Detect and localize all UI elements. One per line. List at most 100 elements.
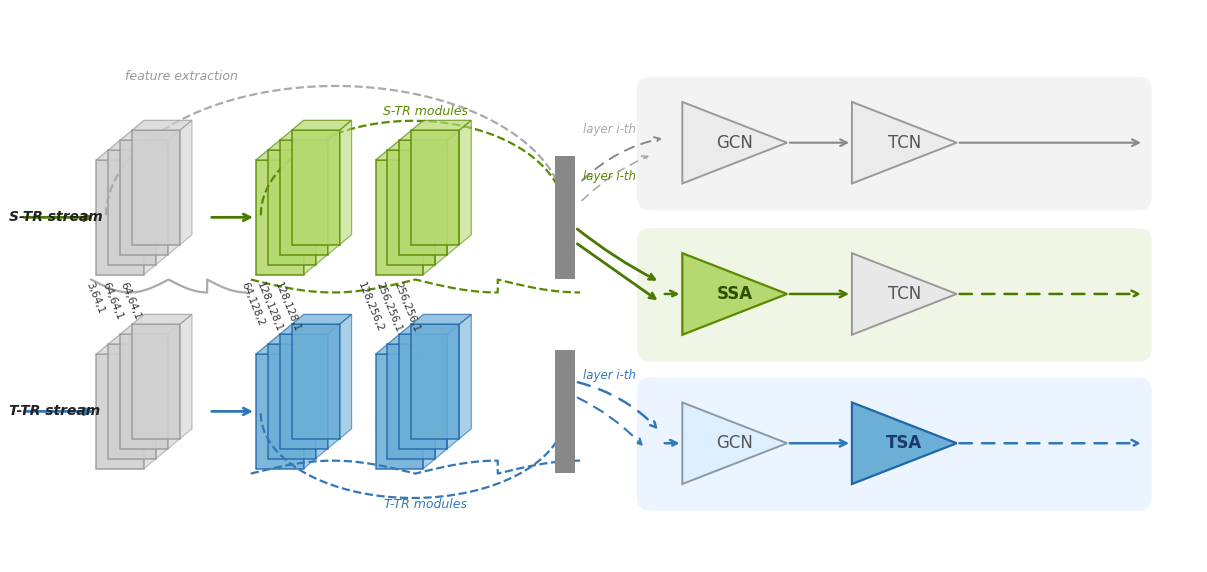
Text: 64,64,1: 64,64,1 <box>100 280 124 321</box>
Polygon shape <box>304 150 316 275</box>
Polygon shape <box>144 150 156 275</box>
Polygon shape <box>256 150 316 160</box>
Polygon shape <box>375 160 424 275</box>
Polygon shape <box>292 120 351 130</box>
Polygon shape <box>292 315 351 324</box>
Text: 256,256,1: 256,256,1 <box>392 280 421 333</box>
Polygon shape <box>375 344 436 354</box>
Polygon shape <box>304 344 316 468</box>
Polygon shape <box>460 120 471 245</box>
Text: 128,128,1: 128,128,1 <box>255 280 284 333</box>
Polygon shape <box>387 344 436 459</box>
Polygon shape <box>412 315 471 324</box>
Polygon shape <box>168 130 180 255</box>
Polygon shape <box>400 140 448 255</box>
Polygon shape <box>400 130 460 140</box>
Polygon shape <box>852 102 957 184</box>
Text: 64,64,1: 64,64,1 <box>118 280 142 321</box>
Text: feature extraction: feature extraction <box>124 70 238 83</box>
Text: 128,128,1: 128,128,1 <box>273 280 302 333</box>
Polygon shape <box>132 324 180 439</box>
Text: TCN: TCN <box>887 134 921 152</box>
Polygon shape <box>256 344 316 354</box>
Text: T-TR stream: T-TR stream <box>10 404 100 418</box>
Text: layer i-th: layer i-th <box>583 123 636 136</box>
Polygon shape <box>316 334 327 459</box>
Polygon shape <box>555 349 575 473</box>
FancyBboxPatch shape <box>637 228 1151 362</box>
Polygon shape <box>109 334 168 344</box>
Polygon shape <box>460 315 471 439</box>
Text: 3,64,1: 3,64,1 <box>84 280 106 315</box>
Text: 64,128,2: 64,128,2 <box>239 280 266 327</box>
Text: S-TR stream: S-TR stream <box>10 210 103 224</box>
Polygon shape <box>256 160 304 275</box>
Polygon shape <box>97 354 144 468</box>
Polygon shape <box>256 354 304 468</box>
Polygon shape <box>268 150 316 265</box>
Text: 128,256,2: 128,256,2 <box>356 280 385 333</box>
Polygon shape <box>375 150 436 160</box>
Polygon shape <box>339 120 351 245</box>
Polygon shape <box>121 140 168 255</box>
Text: GCN: GCN <box>716 134 753 152</box>
Text: GCN: GCN <box>716 434 753 452</box>
Polygon shape <box>387 150 436 265</box>
Polygon shape <box>375 354 424 468</box>
Polygon shape <box>682 102 787 184</box>
Polygon shape <box>268 334 327 344</box>
Polygon shape <box>97 160 144 275</box>
Polygon shape <box>280 324 339 334</box>
FancyBboxPatch shape <box>637 77 1151 210</box>
Text: TSA: TSA <box>886 434 922 452</box>
Polygon shape <box>292 130 339 245</box>
Polygon shape <box>280 140 327 255</box>
Polygon shape <box>852 403 957 484</box>
Polygon shape <box>316 140 327 265</box>
Polygon shape <box>412 120 471 130</box>
Polygon shape <box>144 344 156 468</box>
Text: 256,256,1: 256,256,1 <box>374 280 403 333</box>
Polygon shape <box>180 120 192 245</box>
Text: TCN: TCN <box>887 285 921 303</box>
Polygon shape <box>280 334 327 448</box>
Polygon shape <box>292 324 339 439</box>
Polygon shape <box>132 120 192 130</box>
Polygon shape <box>400 334 448 448</box>
Polygon shape <box>168 324 180 448</box>
Polygon shape <box>97 150 156 160</box>
Text: layer i-th: layer i-th <box>583 368 636 382</box>
Polygon shape <box>327 324 339 448</box>
Polygon shape <box>97 344 156 354</box>
FancyBboxPatch shape <box>637 378 1151 511</box>
Polygon shape <box>412 130 460 245</box>
Polygon shape <box>339 315 351 439</box>
Polygon shape <box>400 324 460 334</box>
Polygon shape <box>448 130 460 255</box>
Polygon shape <box>424 150 436 275</box>
Polygon shape <box>132 130 180 245</box>
Text: S-TR modules: S-TR modules <box>383 105 468 118</box>
Text: SSA: SSA <box>717 285 753 303</box>
Polygon shape <box>109 344 156 459</box>
Polygon shape <box>280 130 339 140</box>
Text: T-TR modules: T-TR modules <box>384 498 467 511</box>
Polygon shape <box>121 130 180 140</box>
Polygon shape <box>436 140 448 265</box>
Polygon shape <box>121 324 180 334</box>
Polygon shape <box>132 315 192 324</box>
Polygon shape <box>327 130 339 255</box>
Polygon shape <box>412 324 460 439</box>
Polygon shape <box>424 344 436 468</box>
Polygon shape <box>436 334 448 459</box>
Polygon shape <box>268 140 327 150</box>
Polygon shape <box>156 334 168 459</box>
Polygon shape <box>448 324 460 448</box>
Polygon shape <box>387 140 448 150</box>
Polygon shape <box>109 150 156 265</box>
Text: layer i-th: layer i-th <box>583 169 636 182</box>
Polygon shape <box>387 334 448 344</box>
Polygon shape <box>180 315 192 439</box>
Polygon shape <box>268 344 316 459</box>
Polygon shape <box>156 140 168 265</box>
